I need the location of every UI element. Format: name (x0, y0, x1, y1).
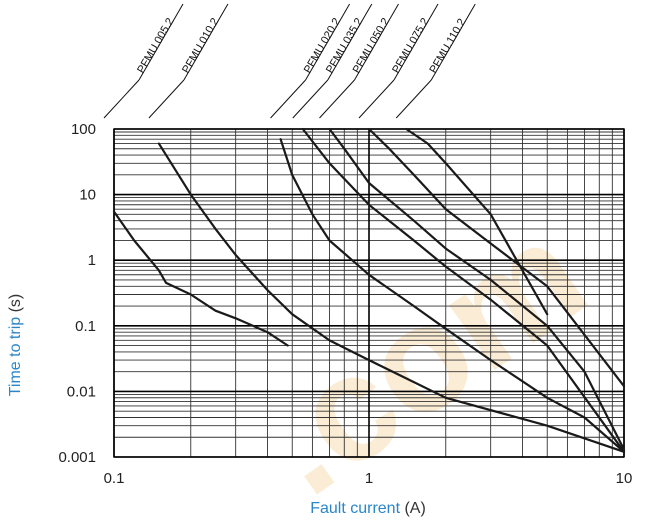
y-tick-label: 0.1 (75, 318, 96, 335)
leader-line-pfmu-050-2 (319, 79, 355, 119)
y-axis-title: Time to trip (s) (7, 294, 24, 397)
series-label-pfmu-075-2: PFMU.075.2 (390, 16, 431, 75)
x-tick-labels: 0.1 1 10 (104, 470, 633, 487)
series-lines (112, 127, 626, 453)
x-tick-label: 10 (616, 470, 633, 487)
series-leader-labels: PFMU.005.2 PFMU.010.2 PFMU.020.2PFMU.035.2… (103, 3, 476, 119)
y-tick-label: 100 (71, 121, 96, 138)
y-tick-label: 0.001 (58, 449, 96, 466)
y-axis-title-unit: (s) (7, 294, 24, 313)
x-axis-title-unit: (A) (404, 500, 425, 517)
leader-line-pfmu-075-2 (358, 79, 395, 119)
y-tick-labels: 100 10 1 0.1 0.01 0.001 (58, 121, 96, 466)
plot-frame (113, 128, 625, 458)
svg-text:.com: .com (231, 188, 614, 523)
series-line-pfmu-110-2 (405, 127, 549, 316)
y-tick-label: 10 (79, 187, 96, 204)
x-tick-label: 0.1 (104, 470, 125, 487)
series-line-pfmu-020-2 (279, 138, 626, 453)
leader-line-upper-pfmu-050-2 (354, 3, 399, 81)
series-label-pfmu-110-2: PFMU.110.2 (427, 17, 468, 76)
leader-line-pfmu-005-2 (103, 79, 140, 119)
leader-line-pfmu-010-2 (148, 79, 185, 119)
leader-line-upper-pfmu-010-2 (183, 3, 229, 81)
leader-line-pfmu-035-2 (292, 79, 329, 119)
leader-line-upper-pfmu-020-2 (305, 3, 351, 81)
watermark: .com (231, 188, 614, 523)
series-line-pfmu-005-2 (112, 210, 289, 347)
series-label-pfmu-010-2: PFMU.010.2 (180, 16, 221, 75)
y-tick-label: 1 (88, 252, 96, 269)
series-line-pfmu-075-2 (367, 127, 626, 388)
leader-line-upper-pfmu-035-2 (327, 3, 373, 81)
series-line-pfmu-050-2 (328, 127, 626, 451)
leader-line-upper-pfmu-075-2 (393, 3, 439, 81)
series-label-pfmu-005-2: PFMU.005.2 (135, 16, 176, 75)
y-axis-title-text: Time to trip (7, 317, 24, 397)
leader-line-upper-pfmu-110-2 (430, 3, 476, 81)
x-axis-title: Fault current (A) (310, 500, 426, 517)
x-tick-label: 1 (365, 470, 373, 487)
leader-line-upper-pfmu-005-2 (138, 3, 184, 81)
series-line-pfmu-010-2 (157, 142, 626, 453)
leader-line-pfmu-020-2 (270, 79, 306, 119)
x-axis-title-text: Fault current (310, 500, 400, 517)
leader-line-pfmu-110-2 (395, 79, 432, 119)
series-line-pfmu-035-2 (301, 127, 626, 453)
y-tick-label: 0.01 (67, 383, 96, 400)
